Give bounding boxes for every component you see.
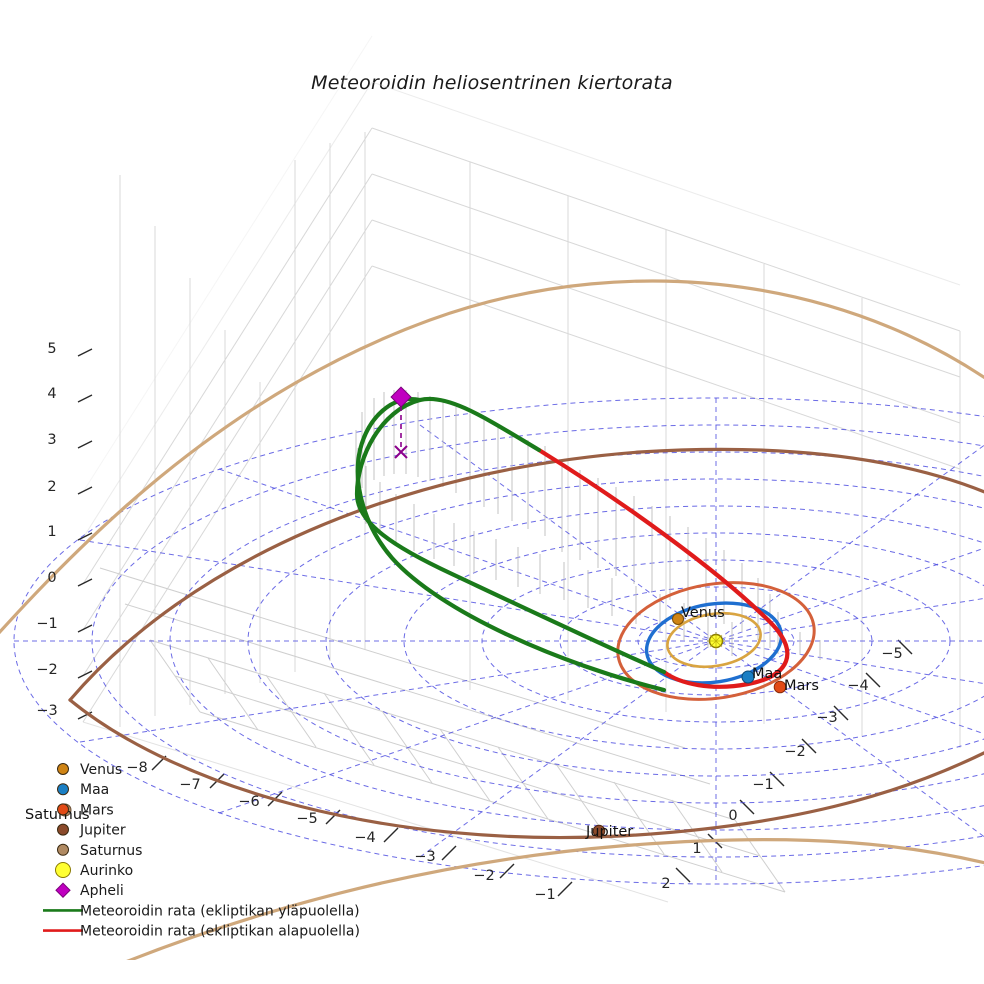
legend-label: Jupiter: [79, 823, 126, 839]
x-tick-label-10: 2: [661, 876, 670, 892]
x-axis-tick-labels: −8 −7 −6 −5 −4 −3 −2 −1 0 1 2: [126, 760, 737, 903]
x-tick-label-5: −3: [414, 849, 435, 865]
x-tick-label-0: −8: [126, 760, 147, 776]
legend[interactable]: Venus Maa Mars Jupiter Saturnus Aurinko Apheli…: [43, 762, 360, 940]
legend-label: Maa: [80, 782, 109, 798]
mars-label: Mars: [784, 678, 819, 694]
aphelion-projection-x-icon: [394, 445, 408, 459]
legend-dot-icon: [57, 803, 69, 816]
legend-item-mars[interactable]: Mars: [57, 802, 114, 818]
legend-dot-icon: [57, 763, 69, 775]
y-tick-label-4: −1: [752, 777, 773, 793]
x-tick-label-8: 0: [728, 808, 737, 824]
y-axis-tick-labels: −5 −4 −3 −2 −1: [752, 646, 902, 793]
meteoroid-orbit-below-ecliptic: [536, 447, 790, 689]
legend-item-venus[interactable]: Venus: [57, 762, 123, 778]
x-tick-label-4: −4: [354, 830, 375, 846]
legend-label: Aurinko: [80, 863, 133, 879]
jupiter-orbit-path-lower: [68, 698, 984, 840]
z-tick-label-6: −1: [36, 616, 57, 632]
venus-marker: [672, 613, 684, 625]
aphelion-diamond-icon: [390, 386, 412, 408]
z-tick-label-7: −2: [36, 662, 57, 678]
mars-orbit-path: [616, 581, 816, 701]
legend-item-apheli[interactable]: Apheli: [55, 882, 124, 899]
legend-item-saturnus[interactable]: Saturnus: [57, 843, 143, 859]
legend-item-jupiter[interactable]: Jupiter: [57, 823, 126, 839]
y-tick-label-1: −4: [847, 678, 868, 694]
meteoroid-orbit-above-ecliptic-tail: [355, 396, 667, 693]
meteoroid-orbit-above-ecliptic: [354, 396, 667, 675]
legend-label: Saturnus: [80, 843, 142, 859]
saturnus-label: Saturnus: [25, 807, 90, 823]
mars-marker: [773, 680, 787, 694]
z-tick-label-8: −3: [36, 703, 57, 719]
x-tick-label-6: −2: [473, 868, 494, 884]
saturn-orbit-path-lower: [126, 837, 984, 960]
z-tick-label-5: 0: [47, 570, 56, 586]
legend-label: Meteoroidin rata (ekliptikan yläpuolella…: [80, 903, 360, 919]
z-tick-label-2: 3: [47, 432, 56, 448]
x-tick-label-7: −1: [534, 887, 555, 903]
earth-marker: [741, 670, 755, 684]
z-tick-label-3: 2: [47, 479, 56, 495]
legend-label: Apheli: [80, 883, 124, 899]
page-title: Meteoroidin heliosentrinen kiertorata: [311, 72, 673, 94]
legend-dot-icon: [55, 862, 71, 878]
legend-dot-icon: [57, 783, 69, 796]
legend-dot-icon: [57, 823, 69, 836]
legend-item-meteoroidin-rata-ekliptikan-alapuolella[interactable]: Meteoroidin rata (ekliptikan alapuolella…: [43, 924, 360, 940]
legend-label: Mars: [80, 802, 114, 818]
x-tick-label-2: −6: [238, 794, 259, 810]
back-wall-xz-grid: [82, 35, 373, 727]
legend-dot-icon: [57, 843, 69, 856]
floor-grid: [82, 567, 786, 903]
y-tick-label-3: −2: [784, 744, 805, 760]
legend-label: Venus: [80, 762, 122, 778]
jupiter-orbit-path: [68, 447, 984, 702]
legend-item-aurinko[interactable]: Aurinko: [55, 862, 134, 880]
legend-item-maa[interactable]: Maa: [57, 782, 110, 798]
x-tick-label-9: 1: [692, 841, 701, 857]
saturn-orbit-path: [0, 279, 984, 635]
venus-orbit-path: [666, 611, 762, 669]
axis-ticks: [77, 348, 913, 897]
jupiter-marker: [592, 824, 606, 838]
jupiter-label: Jupiter: [585, 824, 633, 840]
maa-label: Maa: [752, 666, 782, 682]
sun-rays-icon: [707, 632, 725, 650]
x-tick-label-1: −7: [179, 777, 200, 793]
x-tick-label-3: −5: [296, 811, 317, 827]
aphelion-group: [390, 386, 412, 459]
legend-diamond-icon: [55, 882, 71, 898]
venus-label: Venus: [681, 605, 725, 621]
legend-label: Meteoroidin rata (ekliptikan alapuolella…: [80, 924, 360, 940]
z-tick-label-0: 5: [47, 341, 56, 357]
y-tick-label-2: −3: [816, 710, 837, 726]
legend-item-meteoroidin-rata-ekliptikan-yl-puolella[interactable]: Meteoroidin rata (ekliptikan yläpuolella…: [43, 903, 360, 919]
z-tick-label-1: 4: [47, 386, 56, 402]
back-wall-yz-grid: [371, 81, 961, 748]
y-tick-label-0: −5: [881, 646, 902, 662]
z-tick-label-4: 1: [47, 524, 56, 540]
z-axis-tick-labels: 5 4 3 2 1 0 −1 −2 −3: [36, 341, 57, 719]
